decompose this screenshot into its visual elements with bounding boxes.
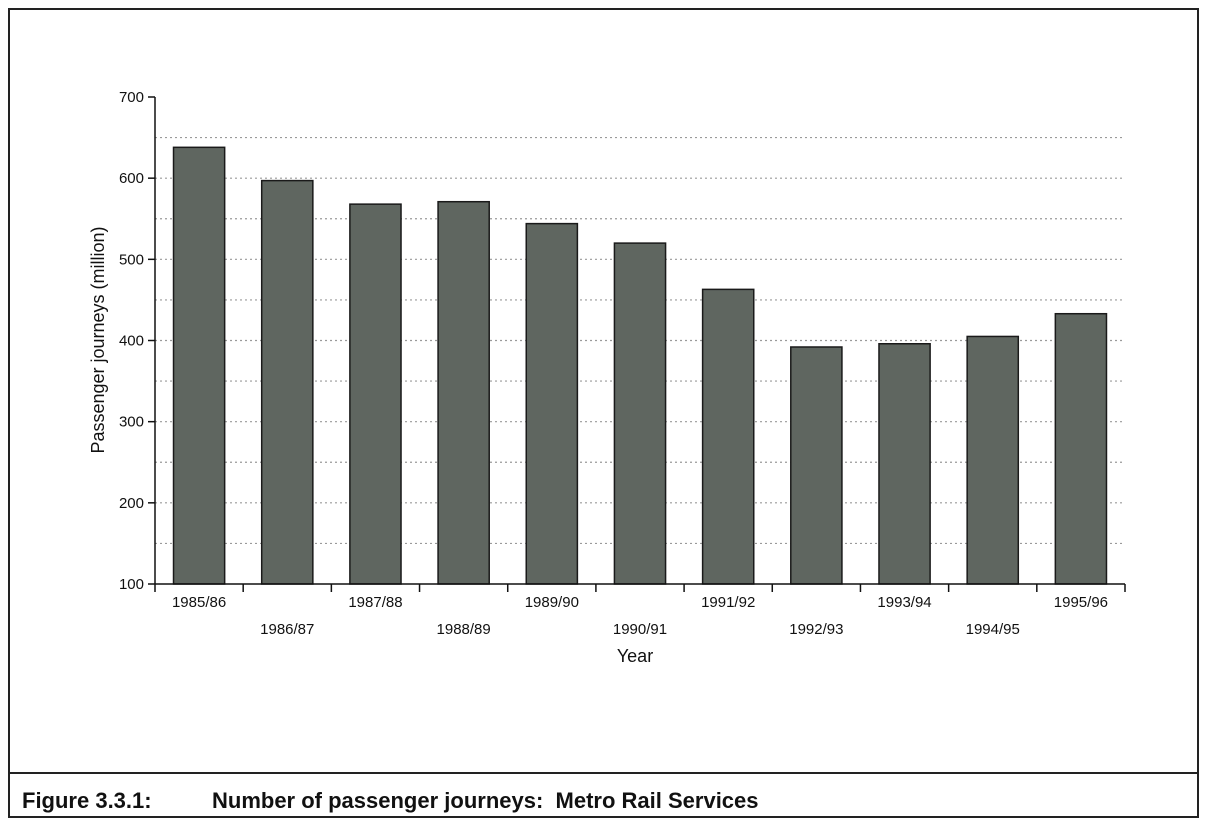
bar bbox=[701, 288, 755, 585]
y-tick-label: 200 bbox=[119, 495, 144, 512]
y-tick-label: 700 bbox=[119, 89, 144, 106]
x-tick-label: 1985/86 bbox=[172, 594, 226, 611]
bar bbox=[1054, 312, 1108, 585]
x-axis-title: Year bbox=[617, 646, 653, 666]
x-tick-label: 1990/91 bbox=[613, 621, 667, 638]
y-axis-title: Passenger journeys (million) bbox=[88, 226, 108, 453]
bar bbox=[966, 335, 1020, 585]
figure-number: Figure 3.3.1: bbox=[22, 788, 152, 813]
bar bbox=[878, 342, 931, 585]
y-tick-label: 600 bbox=[119, 170, 144, 187]
x-tick-label: 1993/94 bbox=[877, 594, 931, 611]
figure-caption: Figure 3.3.1: Number of passenger journey… bbox=[22, 788, 759, 814]
x-tick-label: 1986/87 bbox=[260, 621, 314, 638]
x-tick-label: 1995/96 bbox=[1054, 594, 1108, 611]
bar bbox=[260, 179, 314, 585]
bar bbox=[613, 242, 667, 585]
bar bbox=[525, 222, 579, 585]
axes bbox=[148, 96, 1126, 592]
caption-divider bbox=[8, 772, 1199, 774]
bar bbox=[172, 146, 226, 585]
y-tick-label: 300 bbox=[119, 414, 144, 431]
figure-frame bbox=[8, 8, 1199, 818]
bars bbox=[172, 146, 1108, 585]
bar bbox=[349, 203, 402, 585]
x-tick-label: 1992/93 bbox=[789, 621, 843, 638]
x-tick-label: 1988/89 bbox=[437, 621, 491, 638]
x-tick-label: 1989/90 bbox=[525, 594, 579, 611]
tick-labels: 100 200 300 400 500 600 700 1985/86 1986/87 1987/… bbox=[119, 89, 1108, 638]
x-tick-label: 1991/92 bbox=[701, 594, 755, 611]
bar bbox=[790, 346, 843, 585]
x-tick-label: 1994/95 bbox=[966, 621, 1020, 638]
y-tick-label: 400 bbox=[119, 333, 144, 350]
figure-caption-text: Number of passenger journeys: Metro Rail… bbox=[212, 788, 759, 813]
y-tick-label: 100 bbox=[119, 576, 144, 593]
bar bbox=[437, 200, 490, 585]
y-tick-label: 500 bbox=[119, 251, 144, 268]
x-tick-label: 1987/88 bbox=[348, 594, 402, 611]
